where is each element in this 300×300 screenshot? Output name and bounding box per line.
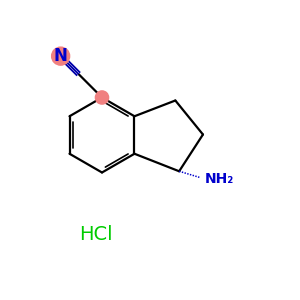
Text: NH₂: NH₂ [204,172,233,186]
Circle shape [52,47,70,65]
Text: N: N [54,47,68,65]
Circle shape [95,91,109,104]
Text: HCl: HCl [79,224,113,244]
